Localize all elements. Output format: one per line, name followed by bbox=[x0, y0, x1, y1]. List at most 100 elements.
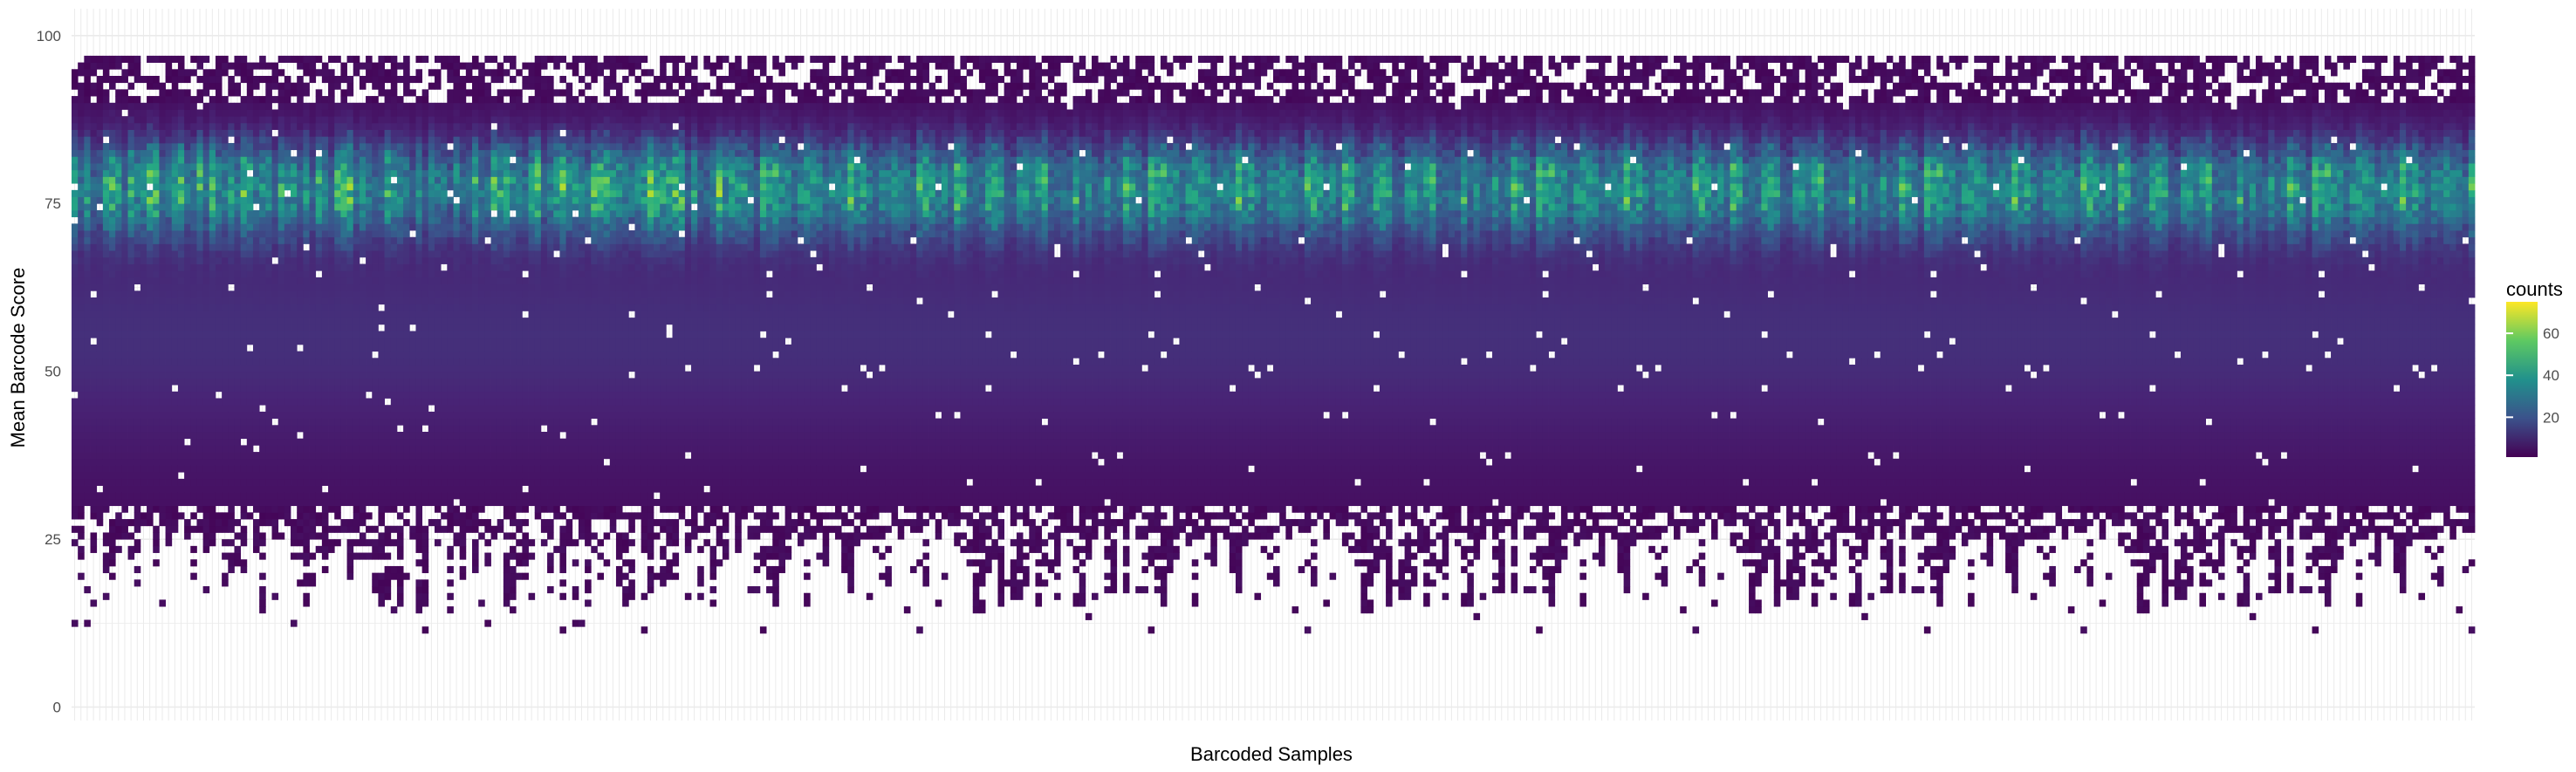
heatmap-cell bbox=[165, 109, 173, 117]
heatmap-cell bbox=[240, 371, 248, 379]
heatmap-cell bbox=[359, 465, 367, 473]
heatmap-cell bbox=[353, 338, 360, 345]
heatmap-cell bbox=[72, 116, 79, 124]
heatmap-cell bbox=[472, 149, 479, 157]
heatmap-cell bbox=[459, 445, 467, 453]
heatmap-cell bbox=[334, 304, 341, 311]
heatmap-cell bbox=[472, 304, 479, 311]
heatmap-cell bbox=[165, 243, 173, 251]
heatmap-cell bbox=[390, 102, 398, 110]
heatmap-cell bbox=[366, 431, 373, 440]
heatmap-cell bbox=[421, 545, 429, 553]
heatmap-cell bbox=[309, 243, 317, 251]
heatmap-cell bbox=[277, 344, 285, 352]
heatmap-cell bbox=[372, 431, 379, 440]
heatmap-cell bbox=[72, 351, 79, 359]
heatmap-cell bbox=[165, 431, 173, 440]
heatmap-cell bbox=[434, 318, 442, 325]
heatmap-cell bbox=[252, 385, 260, 393]
heatmap-cell bbox=[84, 209, 91, 218]
heatmap-cell bbox=[102, 478, 110, 486]
heatmap-cell bbox=[228, 176, 235, 184]
heatmap-cell bbox=[72, 485, 79, 493]
heatmap-cell bbox=[127, 405, 135, 413]
heatmap-cell bbox=[102, 270, 110, 278]
heatmap-cell bbox=[90, 365, 98, 372]
heatmap-cell bbox=[84, 149, 91, 157]
heatmap-cell bbox=[378, 216, 385, 224]
heatmap-cell bbox=[396, 465, 404, 473]
heatmap-cell bbox=[366, 438, 373, 446]
heatmap-cell bbox=[346, 418, 354, 426]
heatmap-cell bbox=[72, 418, 79, 426]
heatmap-cell bbox=[340, 344, 347, 352]
heatmap-cell bbox=[202, 338, 210, 345]
heatmap-cell bbox=[447, 223, 454, 231]
heatmap-cell bbox=[127, 445, 135, 453]
heatmap-cell bbox=[265, 365, 272, 372]
heatmap-cell bbox=[196, 331, 204, 338]
heatmap-cell bbox=[115, 411, 122, 419]
heatmap-cell bbox=[334, 149, 341, 157]
heatmap-cell bbox=[109, 458, 116, 466]
heatmap-cell bbox=[215, 290, 223, 298]
heatmap-cell bbox=[121, 485, 128, 493]
heatmap-cell bbox=[472, 324, 479, 331]
heatmap-cell bbox=[459, 297, 467, 305]
heatmap-cell bbox=[447, 230, 454, 238]
heatmap-cell bbox=[134, 69, 141, 77]
heatmap-cell bbox=[353, 445, 360, 453]
heatmap-cell bbox=[328, 458, 335, 466]
heatmap-cell bbox=[109, 75, 116, 84]
heatmap-cell bbox=[453, 270, 461, 278]
heatmap-cell bbox=[315, 136, 323, 144]
heatmap-cell bbox=[240, 431, 248, 440]
heatmap-cell bbox=[153, 116, 160, 124]
heatmap-cell bbox=[153, 472, 160, 480]
heatmap-cell bbox=[459, 102, 467, 110]
heatmap-cell bbox=[434, 338, 442, 345]
heatmap-cell bbox=[96, 492, 104, 500]
heatmap-cell bbox=[428, 338, 435, 345]
heatmap-cell bbox=[459, 331, 467, 338]
heatmap-cell bbox=[353, 122, 360, 130]
heatmap-cell bbox=[359, 344, 367, 352]
heatmap-cell bbox=[277, 203, 285, 211]
heatmap-cell bbox=[240, 365, 248, 372]
heatmap-cell bbox=[428, 331, 435, 338]
heatmap-cell bbox=[396, 203, 404, 211]
heatmap-cell bbox=[190, 142, 197, 151]
heatmap-cell bbox=[184, 344, 191, 352]
heatmap-cell bbox=[309, 109, 317, 117]
heatmap-cell bbox=[384, 116, 392, 124]
heatmap-cell bbox=[396, 196, 404, 204]
heatmap-cell bbox=[390, 277, 398, 285]
heatmap-cell bbox=[334, 539, 341, 547]
heatmap-cell bbox=[378, 405, 385, 413]
heatmap-cell bbox=[453, 142, 461, 151]
heatmap-cell bbox=[140, 176, 147, 184]
heatmap-cell bbox=[478, 122, 485, 130]
heatmap-cell bbox=[309, 236, 317, 244]
heatmap-cell bbox=[390, 452, 398, 460]
heatmap-cell bbox=[184, 176, 191, 184]
heatmap-cell bbox=[447, 318, 454, 325]
heatmap-cell bbox=[159, 438, 166, 446]
heatmap-cell bbox=[171, 505, 179, 513]
heatmap-cell bbox=[215, 525, 223, 533]
heatmap-cell bbox=[359, 216, 367, 224]
heatmap-cell bbox=[121, 96, 128, 104]
heatmap-cell bbox=[134, 398, 141, 406]
heatmap-cell bbox=[315, 89, 323, 97]
heatmap-cell bbox=[115, 183, 122, 191]
heatmap-cell bbox=[171, 425, 179, 433]
heatmap-cell bbox=[390, 365, 398, 372]
heatmap-cell bbox=[409, 465, 416, 473]
heatmap-cell bbox=[127, 156, 135, 164]
heatmap-cell bbox=[421, 351, 429, 359]
heatmap-cell bbox=[127, 55, 135, 63]
heatmap-cell bbox=[366, 512, 373, 520]
heatmap-cell bbox=[90, 243, 98, 251]
heatmap-cell bbox=[328, 425, 335, 433]
heatmap-cell bbox=[409, 216, 416, 224]
